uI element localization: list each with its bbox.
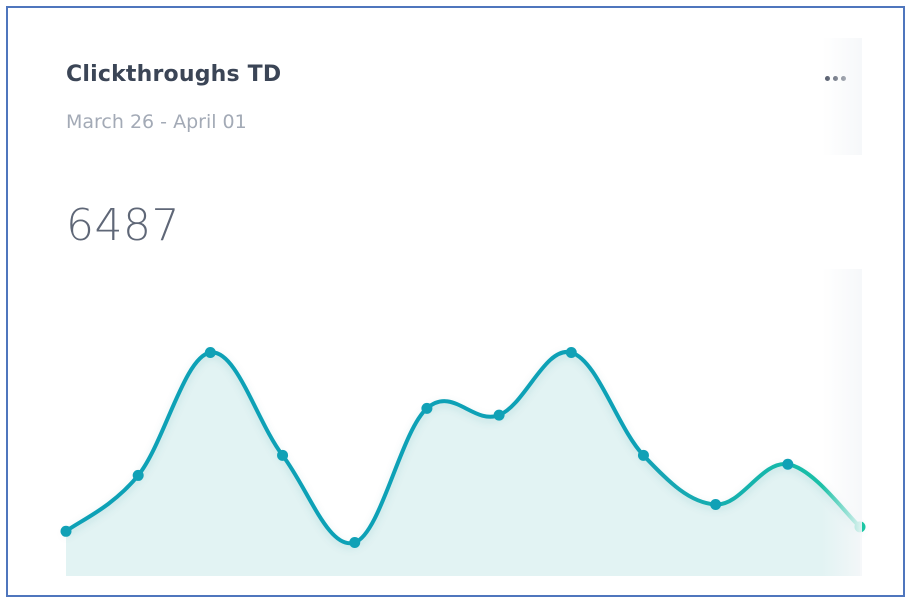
screenshot-frame: Clickthroughs TD March 26 - April 01 648…	[6, 6, 905, 597]
data-point[interactable]	[349, 536, 361, 548]
date-range-label: March 26 - April 01	[66, 111, 247, 133]
data-point[interactable]	[277, 449, 289, 461]
data-point[interactable]	[782, 458, 794, 470]
data-point[interactable]	[493, 409, 505, 421]
clickthroughs-widget: Clickthroughs TD March 26 - April 01 648…	[60, 34, 866, 576]
clickthroughs-area-chart	[60, 347, 866, 576]
chart-area-fill	[66, 351, 860, 576]
clickthroughs-total: 6487	[66, 200, 180, 251]
data-point[interactable]	[132, 469, 144, 481]
data-point[interactable]	[421, 402, 433, 414]
widget-title: Clickthroughs TD	[66, 62, 282, 87]
data-point[interactable]	[854, 521, 866, 533]
data-point[interactable]	[637, 449, 649, 461]
more-options-button[interactable]	[818, 66, 852, 90]
top-right-edge-shade	[822, 38, 862, 155]
data-point[interactable]	[710, 498, 722, 510]
data-point[interactable]	[565, 347, 577, 359]
more-horizontal-icon	[824, 75, 830, 81]
data-point[interactable]	[204, 347, 216, 359]
data-point[interactable]	[60, 525, 72, 537]
more-horizontal-icon-dot	[840, 75, 846, 81]
more-horizontal-icon-dot	[832, 75, 838, 81]
